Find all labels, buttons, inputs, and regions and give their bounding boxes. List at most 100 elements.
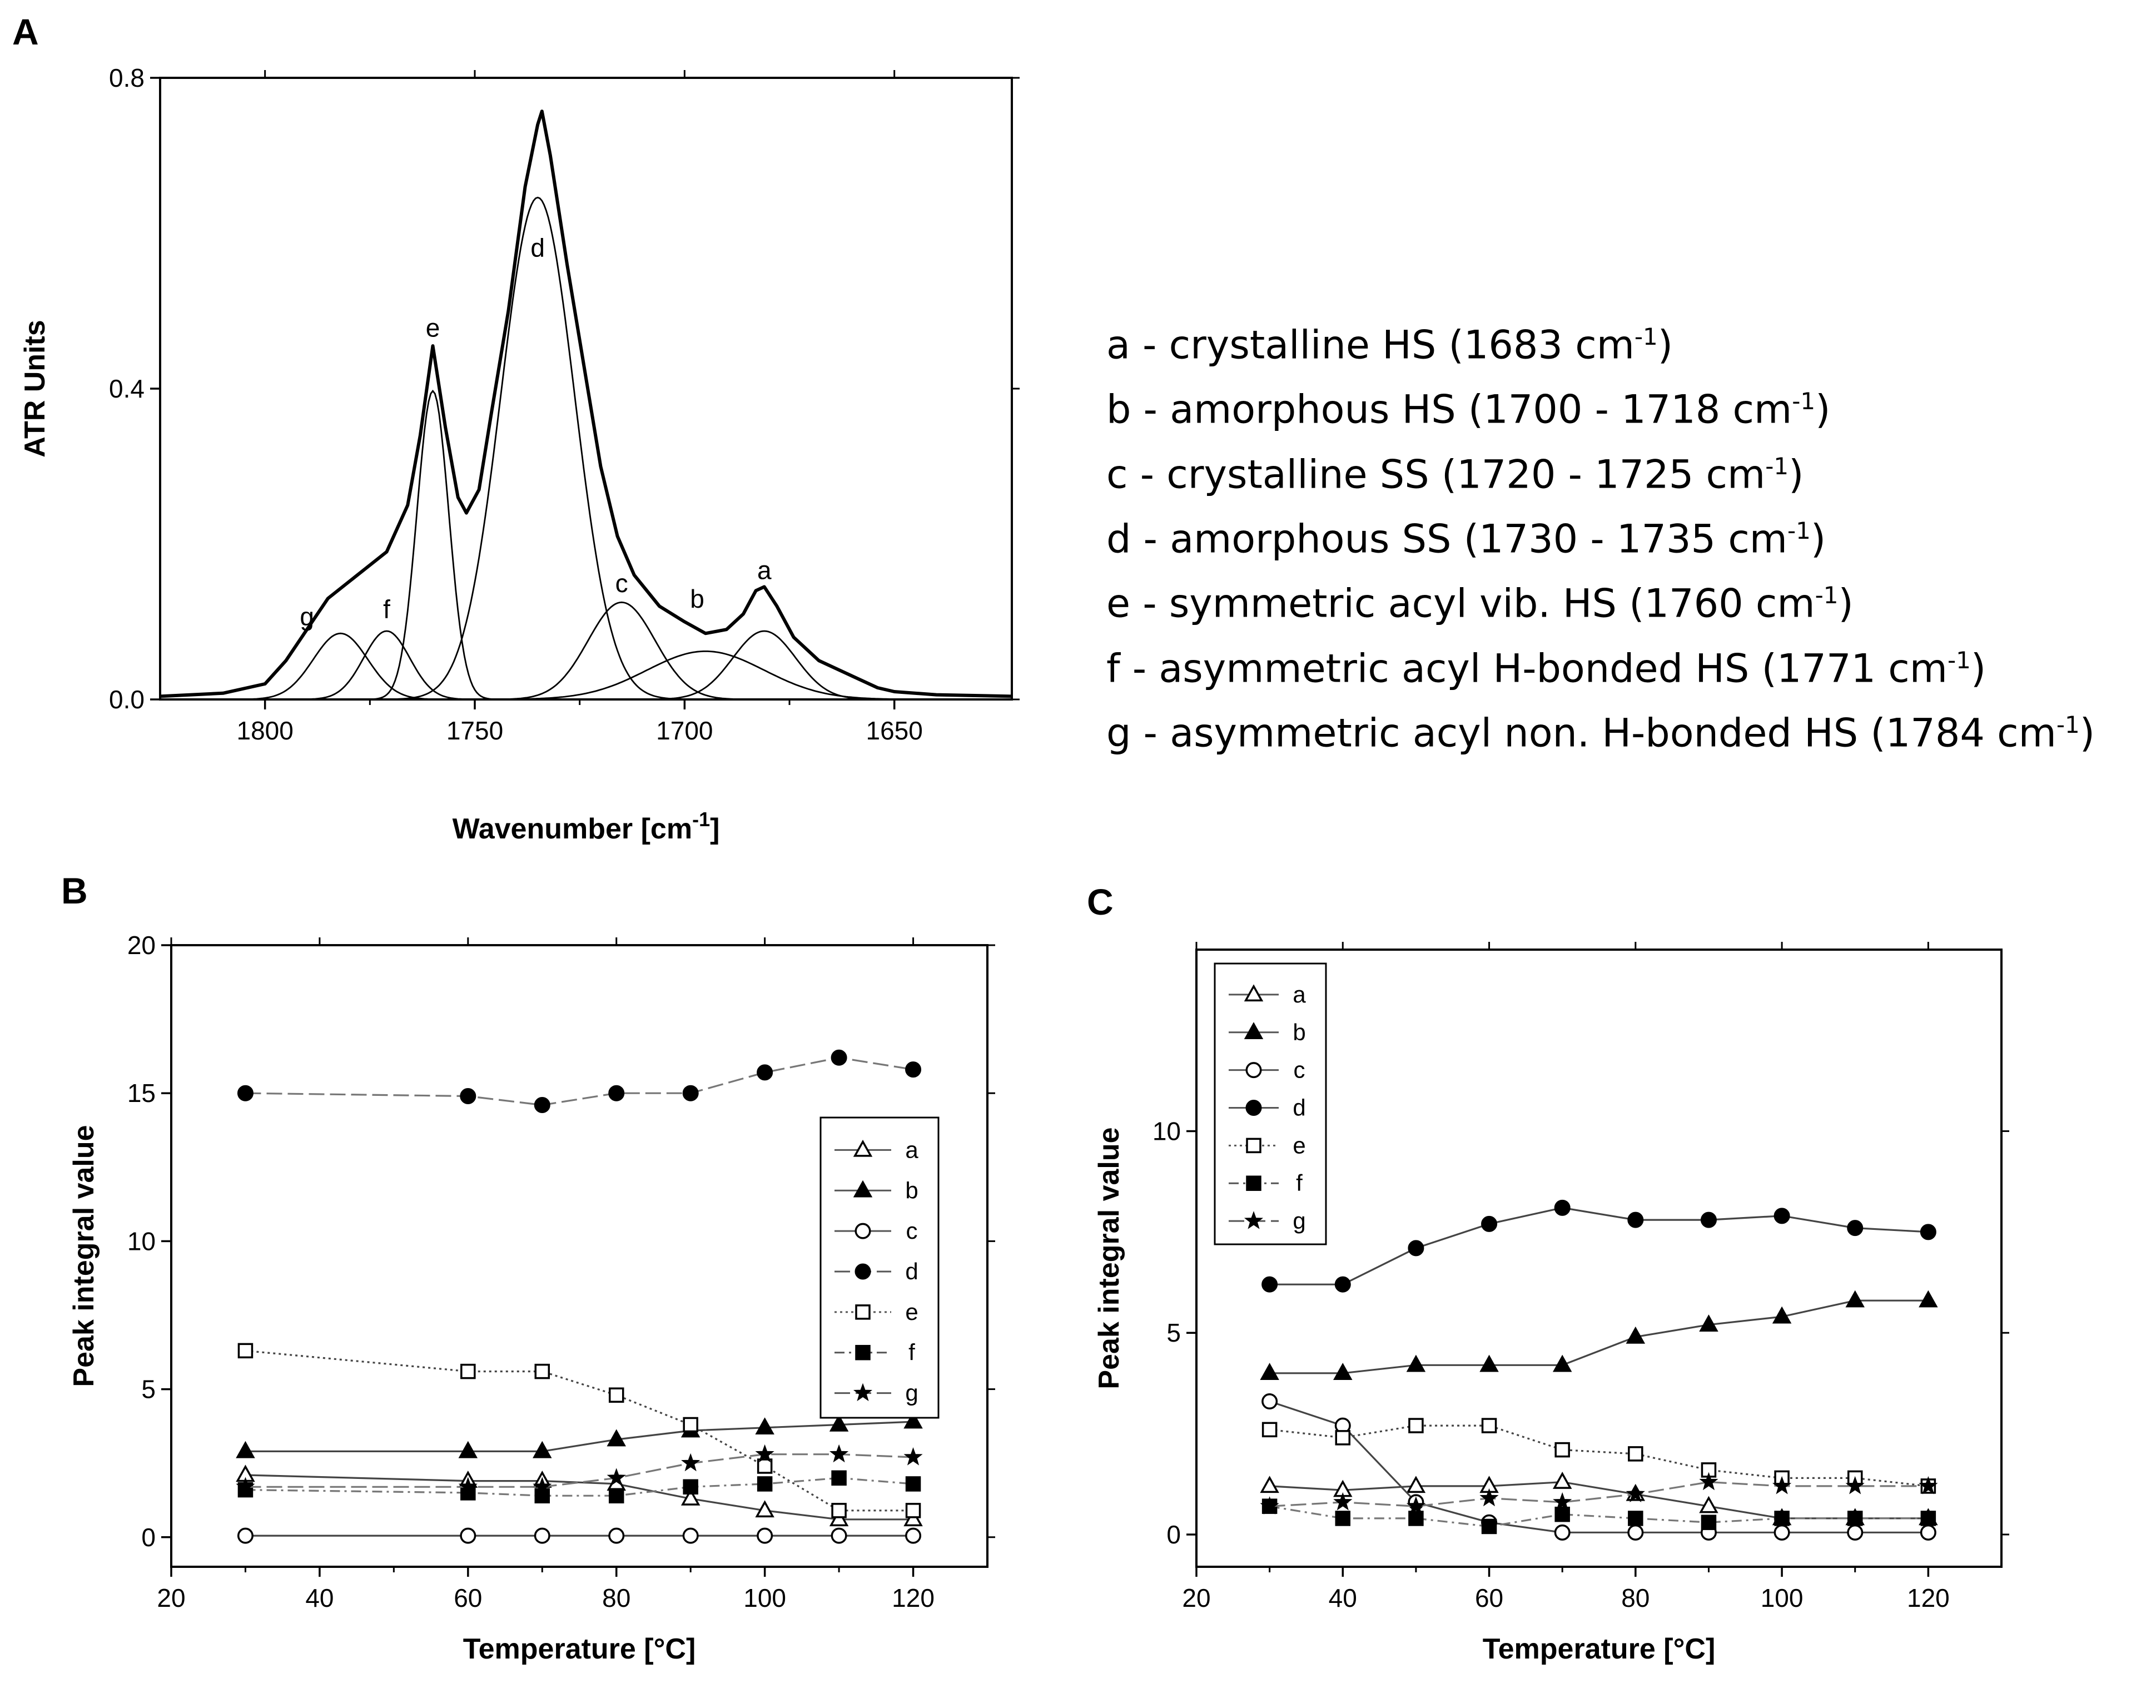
legend-label-b: b — [1293, 1019, 1305, 1045]
series-e — [237, 1343, 921, 1518]
data-point-c — [682, 1527, 699, 1544]
series-f — [237, 1470, 921, 1503]
data-point-c — [1261, 1393, 1278, 1410]
data-point-g — [236, 1477, 255, 1495]
series-line-c — [1269, 1400, 1929, 1533]
legend-label-e: e — [905, 1299, 918, 1325]
data-point-f — [1554, 1506, 1570, 1522]
legend-a-item: b - amorphous HS (1700 - 1718 cm-1) — [1106, 386, 1831, 433]
data-point-e — [1261, 1422, 1278, 1438]
data-point-b — [903, 1411, 923, 1429]
y-tick-label: 0 — [1166, 1520, 1181, 1549]
series-c — [237, 1527, 922, 1544]
component-peak-c — [160, 601, 1012, 699]
data-point-d — [1334, 1276, 1351, 1293]
legend-marker-b — [853, 1180, 873, 1198]
legend-a-item: c - crystalline SS (1720 - 1725 cm-1) — [1106, 451, 1804, 497]
x-tick-label: 1650 — [866, 716, 923, 745]
y-axis-title: Peak integral value — [1093, 1127, 1125, 1389]
y-axis-title: Peak integral value — [68, 1125, 100, 1387]
y-tick-label: 0 — [141, 1523, 156, 1552]
y-tick-label: 0.8 — [109, 63, 145, 92]
component-peak-g — [160, 632, 1012, 699]
legend-marker-c — [855, 1223, 871, 1239]
data-point-d — [460, 1088, 476, 1105]
x-tick-label: 1750 — [446, 716, 503, 745]
data-point-e — [237, 1343, 254, 1359]
peak-label-c: c — [615, 569, 628, 598]
data-point-b — [1699, 1314, 1718, 1332]
x-tick-label: 40 — [305, 1583, 334, 1612]
panel-letter-c: C — [1087, 881, 1114, 922]
x-tick-label: 60 — [454, 1583, 482, 1612]
x-axis-title: Wavenumber [cm-1] — [453, 808, 720, 845]
series-line-d — [1269, 1206, 1929, 1285]
data-point-e — [905, 1503, 921, 1518]
data-point-g — [1772, 1476, 1792, 1494]
legend-marker-g — [1244, 1211, 1264, 1229]
data-point-a — [1260, 1476, 1279, 1493]
legend-a-item: a - crystalline HS (1683 cm-1) — [1106, 322, 1673, 368]
data-point-c — [608, 1527, 625, 1544]
x-axis-title: Temperature [°C] — [463, 1633, 696, 1665]
data-point-f — [831, 1470, 847, 1486]
y-tick-label: 20 — [127, 931, 156, 960]
data-point-c — [460, 1527, 476, 1544]
series-g — [1260, 1472, 1938, 1515]
peak-label-d: d — [530, 233, 545, 262]
x-tick-label: 20 — [157, 1583, 185, 1612]
legend-label-d: d — [1293, 1095, 1305, 1121]
data-point-d — [757, 1064, 773, 1081]
data-point-c — [237, 1527, 254, 1544]
data-point-c — [1920, 1524, 1936, 1541]
data-point-c — [534, 1527, 550, 1544]
peak-label-a: a — [757, 555, 772, 584]
plot-frame-a — [159, 77, 1013, 701]
data-point-e — [1481, 1418, 1497, 1433]
y-tick-label: 5 — [1166, 1318, 1181, 1347]
series-g — [236, 1444, 923, 1495]
data-point-d — [1774, 1208, 1790, 1224]
data-point-d — [1627, 1212, 1644, 1228]
data-point-d — [608, 1085, 625, 1101]
data-point-f — [683, 1479, 698, 1495]
y-tick-label: 10 — [1152, 1116, 1181, 1145]
legend-marker-c — [1245, 1062, 1262, 1079]
series-a — [236, 1464, 923, 1527]
data-point-d — [831, 1049, 847, 1066]
data-point-a — [755, 1500, 774, 1518]
x-tick-label: 1800 — [236, 716, 293, 745]
data-point-e — [1554, 1442, 1570, 1458]
data-point-e — [1408, 1418, 1424, 1433]
data-point-a — [680, 1488, 701, 1506]
series-d — [237, 1049, 922, 1113]
data-point-g — [1406, 1496, 1426, 1515]
data-point-f — [1920, 1511, 1936, 1526]
data-point-f — [905, 1476, 921, 1492]
data-point-c — [831, 1527, 847, 1544]
data-point-e — [1335, 1430, 1351, 1446]
legend-marker-e — [1246, 1138, 1261, 1154]
panel-letter-a: A — [12, 11, 39, 52]
data-point-g — [1845, 1476, 1865, 1494]
legend-a-item: f - asymmetric acyl H-bonded HS (1771 cm… — [1106, 645, 1986, 691]
legend-label-c: c — [906, 1218, 918, 1244]
plot-frame-b — [170, 944, 988, 1568]
legend-marker-d — [855, 1263, 871, 1280]
legend-frame — [1214, 962, 1327, 1245]
legend-marker-g — [853, 1383, 873, 1402]
data-point-g — [1553, 1492, 1572, 1511]
x-tick-label: 60 — [1475, 1583, 1503, 1612]
legend-marker-b — [1244, 1022, 1264, 1040]
x-tick-label: 1700 — [656, 716, 713, 745]
data-point-b — [1552, 1354, 1572, 1372]
peak-label-e: e — [426, 313, 440, 342]
data-point-e — [460, 1363, 476, 1379]
x-tick-label: 80 — [1621, 1583, 1650, 1612]
data-point-g — [1919, 1476, 1938, 1494]
data-point-e — [1628, 1446, 1643, 1462]
data-point-d — [1408, 1240, 1424, 1257]
